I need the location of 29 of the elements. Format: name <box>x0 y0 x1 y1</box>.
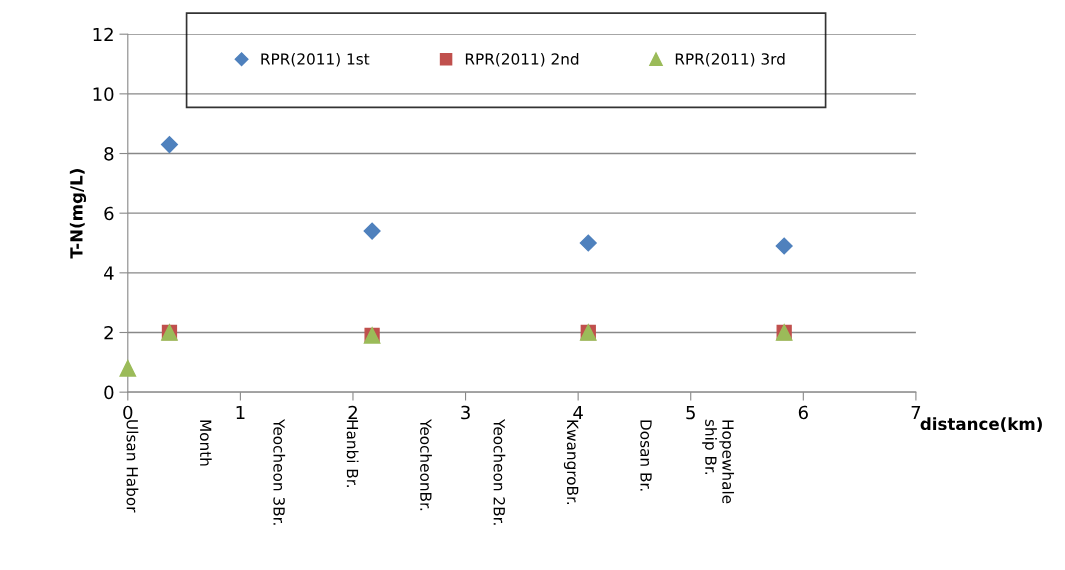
x-tick-label: 1 <box>236 405 245 420</box>
text: Hopewhale ship Br. <box>702 419 735 504</box>
y-tick-label: 0 <box>104 385 114 400</box>
legend-label: RPR(2011) 2nd <box>465 52 579 67</box>
x-axis-title: distance(km) <box>920 417 1042 433</box>
y-tick-label: 2 <box>104 325 113 340</box>
x-tick-label: 0 <box>123 405 133 420</box>
text: Yeocheon 3Br. <box>273 418 286 525</box>
y-axis-title: T-N(mg/L) <box>69 169 87 259</box>
x-tick-label: 5 <box>686 405 695 420</box>
x-tick-label: 7 <box>911 405 921 420</box>
x-tick-label: 6 <box>798 405 808 420</box>
text: KwangroBr. <box>563 420 579 505</box>
text: Hanbi Br. <box>346 420 359 487</box>
text: Yeocheon 2Br. <box>493 418 506 525</box>
legend-label: RPR(2011) 3rd <box>675 52 785 67</box>
y-tick-label: 8 <box>104 146 114 161</box>
text: Ulsan Habor <box>126 420 139 513</box>
x-tick-label: 3 <box>461 405 470 420</box>
x-tick-label: 2 <box>348 405 357 420</box>
y-tick-label: 4 <box>104 266 114 280</box>
legend-label: RPR(2011) 1st <box>261 52 370 67</box>
y-tick-label: 12 <box>93 27 113 42</box>
text: YeocheonBr. <box>420 418 432 511</box>
y-tick-label: 10 <box>93 87 114 101</box>
text: Dosan Br. <box>640 420 652 491</box>
y-tick-label: 6 <box>104 206 114 221</box>
text: Month <box>199 420 212 466</box>
x-tick-label: 4 <box>573 405 583 420</box>
